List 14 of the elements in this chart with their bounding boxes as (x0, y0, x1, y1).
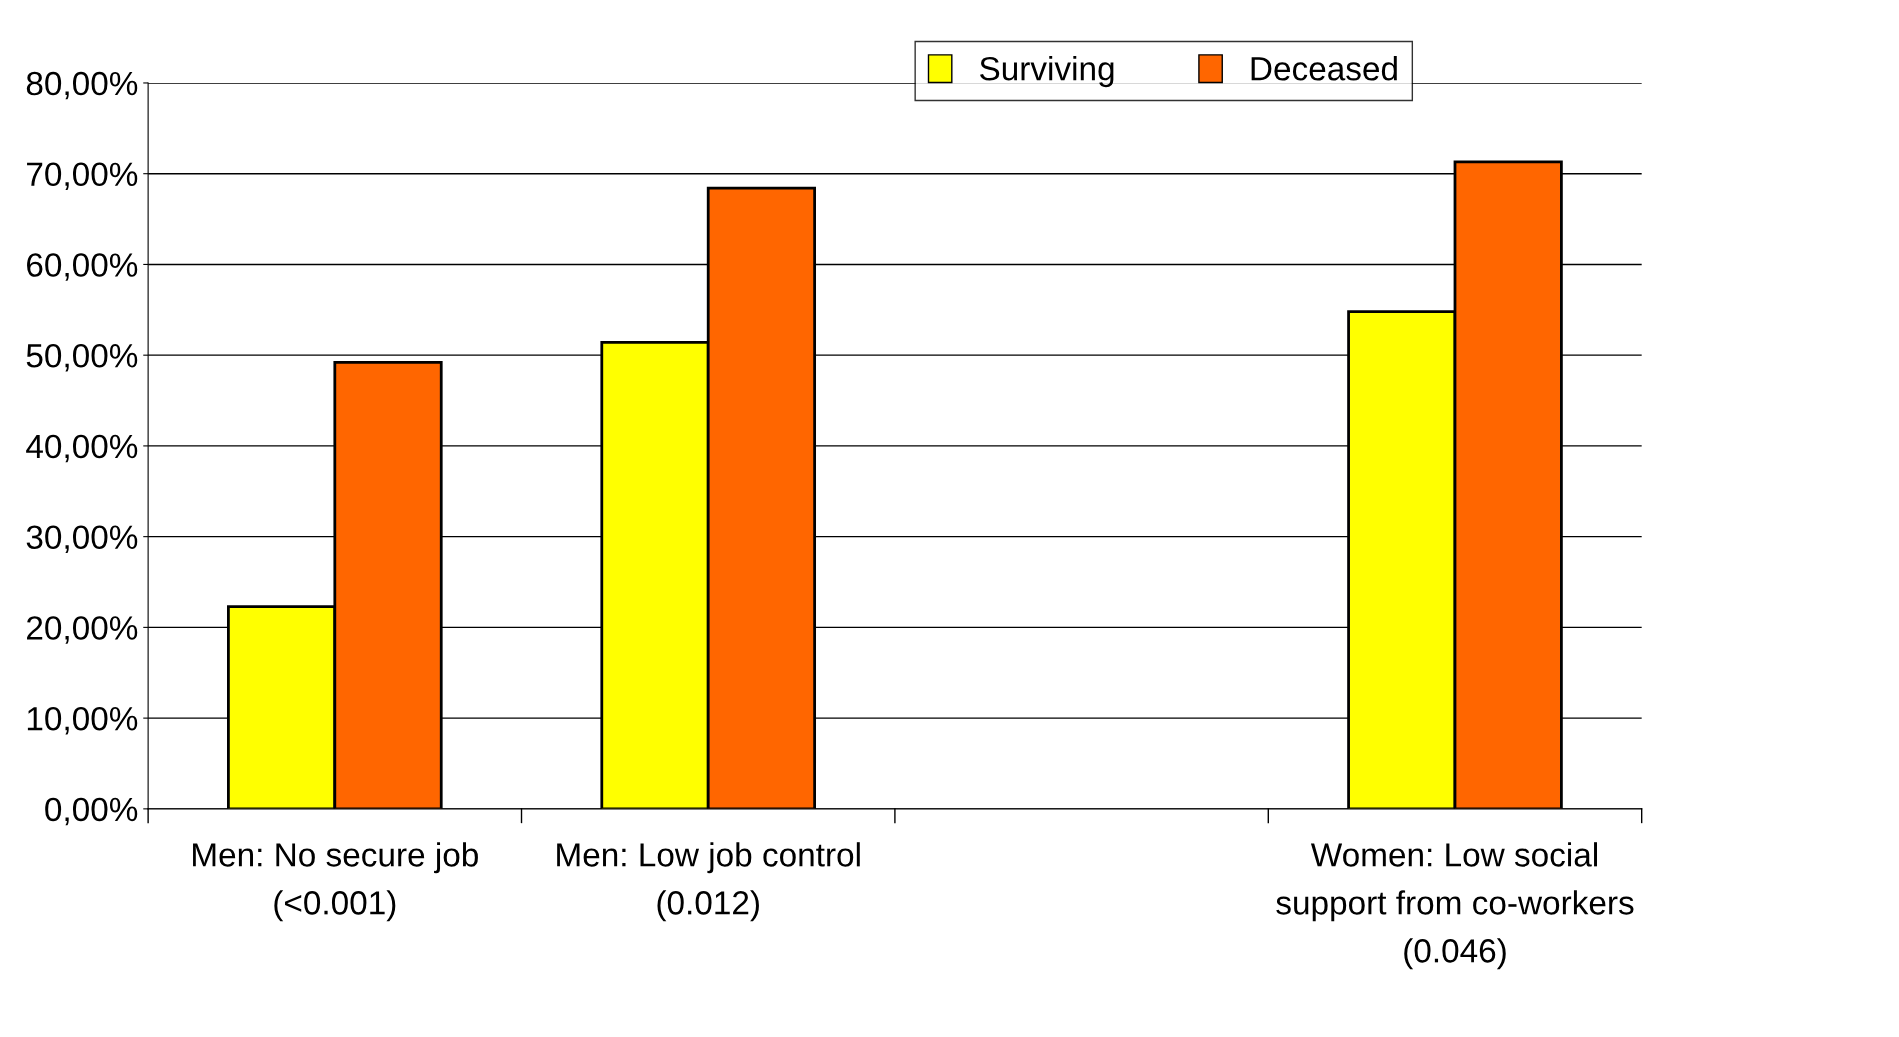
y-tick-label: 70,00% (27, 162, 138, 191)
x-tick-label: Women: Low social support from co-workers (0.046) (1276, 842, 1634, 970)
y-tick-label: 20,00% (27, 616, 138, 644)
y-tick-label: 0,00% (45, 797, 138, 826)
y-tick-label: 80,00% (26, 71, 138, 100)
legend-label: Deceased (1251, 56, 1397, 81)
y-tick-label: 30,00% (26, 525, 138, 553)
x-tick-label: Men: Low job control (0.012) (557, 842, 860, 922)
y-tick-label: 40,00% (26, 434, 138, 463)
y-tick-label: 50,00% (26, 343, 138, 372)
legend-label: Surviving (980, 56, 1114, 88)
y-tick-label: 60,00% (27, 253, 138, 281)
y-tick-label: 10,00% (27, 706, 138, 735)
x-tick-label: Men: No secure job (<0.001) (193, 842, 478, 922)
